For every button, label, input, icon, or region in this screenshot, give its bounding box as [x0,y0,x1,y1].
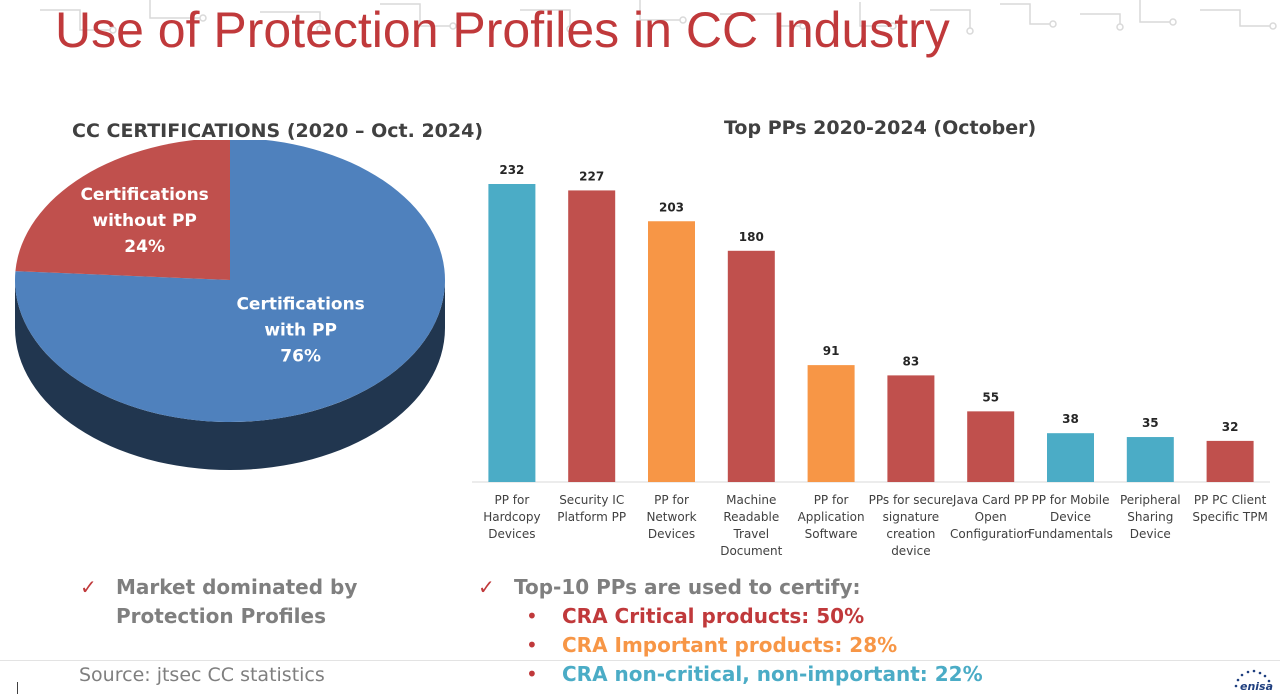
category-label-5-line-0: PPs for secure [869,493,954,507]
checkmark-icon: ✓ [478,575,495,599]
category-label-4-line-0: PP for [814,493,849,507]
bullet-market-line2: Protection Profiles [116,604,327,628]
pie-label-1-1: without PP [92,211,197,231]
bar-value-label-4: 91 [823,344,840,358]
category-label-5-line-3: device [891,544,930,558]
category-label-2-line-1: Network [646,510,696,524]
slide-marker [17,682,18,694]
pie-label-1-0: Certifications [80,185,208,205]
bar-value-label-7: 38 [1062,412,1079,426]
bar-6 [967,411,1015,482]
pie-label-0-1: with PP [264,321,337,341]
category-label-1-line-0: Security IC [559,493,624,507]
category-label-6-line-0: Java Card PP [952,493,1029,507]
enisa-logo-text: enisa [1240,680,1274,693]
bullet-top10: ✓ Top-10 PPs are used to certify: • CRA Cr… [478,573,983,689]
category-label-0-line-0: PP for [495,493,530,507]
bar-chart: 232 PP for Hardcopy Devices 227 Security IC Pl… [472,163,1270,558]
bar-value-label-5: 83 [903,354,920,368]
bar-8 [1126,437,1174,482]
category-label-6: Java Card PP Open Configuration [950,493,1031,541]
category-label-2-line-0: PP for [654,493,689,507]
bullet-important: • CRA Important products: 28% [478,631,983,660]
bar-value-label-2: 203 [659,200,684,214]
bullet-top10-title: Top-10 PPs are used to certify: [514,575,861,599]
category-label-9-line-0: PP PC Client [1194,493,1267,507]
bar-value-label-0: 232 [499,163,524,177]
bar-value-label-3: 180 [739,230,764,244]
category-label-7-line-0: PP for Mobile [1032,493,1110,507]
category-label-2-line-2: Devices [648,527,695,541]
bullet-noncritical-text: CRA non-critical, non-important: 22% [562,662,983,686]
pie-label-0-2: 76% [280,347,321,367]
bar-value-label-6: 55 [982,390,999,404]
category-label-4: PP for Application Software [798,493,865,541]
bar-value-label-1: 227 [579,169,604,183]
footer-divider [0,660,1280,661]
category-label-3-line-2: Travel [732,527,769,541]
bar-0 [488,184,536,482]
page-title: Use of Protection Profiles in CC Industr… [55,2,950,58]
category-label-4-line-1: Application [798,510,865,524]
category-label-3-line-3: Document [720,544,782,558]
category-label-0: PP for Hardcopy Devices [483,493,540,541]
category-label-9-line-1: Specific TPM [1192,510,1267,524]
category-label-0-line-2: Devices [488,527,535,541]
pie-label-1-2: 24% [124,237,165,257]
category-label-6-line-2: Configuration [950,527,1031,541]
category-label-1: Security IC Platform PP [557,493,626,524]
category-label-9: PP PC Client Specific TPM [1192,493,1267,524]
bullet-market-line1: Market dominated by [116,575,358,599]
bullet-dot-icon: • [526,633,538,657]
category-label-8-line-0: Peripheral [1120,493,1181,507]
pie-chart-title: CC CERTIFICATIONS (2020 – Oct. 2024) [72,120,484,142]
bullet-important-text: CRA Important products: 28% [562,633,898,657]
category-label-3: Machine Readable Travel Document [720,493,782,558]
category-label-7: PP for Mobile Device Fundamentals [1028,493,1113,541]
bullet-noncritical: • CRA non-critical, non-important: 22% [478,660,983,689]
checkmark-icon: ✓ [80,575,97,599]
category-label-2: PP for Network Devices [646,493,696,541]
category-label-6-line-1: Open [975,510,1007,524]
bar-4 [807,365,855,482]
category-label-3-line-0: Machine [726,493,776,507]
category-label-5-line-2: creation [886,527,935,541]
category-label-5: PPs for secure signature creation device [869,493,954,558]
bar-5 [887,375,935,482]
enisa-stars-icon [1234,669,1271,688]
bullet-dot-icon: • [526,604,538,628]
category-label-7-line-2: Fundamentals [1028,527,1113,541]
pie-slice-0 [15,140,445,422]
bar-chart-title: Top PPs 2020-2024 (October) [724,117,1037,139]
category-label-8-line-1: Sharing [1127,510,1173,524]
bullet-market: ✓ Market dominated by Protection Profiles [80,573,357,631]
category-label-7-line-1: Device [1050,510,1091,524]
bullet-critical: • CRA Critical products: 50% [478,602,983,631]
category-label-0-line-1: Hardcopy [483,510,540,524]
bullet-dot-icon: • [526,662,538,686]
pie-side [15,280,445,470]
bullet-critical-text: CRA Critical products: 50% [562,604,865,628]
source-note: Source: jtsec CC statistics [79,664,325,686]
category-label-8: Peripheral Sharing Device [1120,493,1181,541]
bar-7 [1047,433,1094,482]
pie-slice-1 [15,140,230,280]
category-label-5-line-1: signature [883,510,940,524]
bar-value-label-9: 32 [1222,420,1239,434]
bar-2 [648,221,695,482]
pie-label-0-0: Certifications [236,295,364,315]
category-label-1-line-1: Platform PP [557,510,626,524]
bar-1 [568,190,616,482]
bar-value-label-8: 35 [1142,416,1159,430]
category-label-3-line-1: Readable [723,510,779,524]
bar-9 [1206,440,1254,482]
category-label-8-line-2: Device [1130,527,1171,541]
bar-3 [727,250,775,482]
pie-chart: Certifications with PP 76% Certifications wi… [15,140,445,470]
category-label-4-line-2: Software [805,527,858,541]
